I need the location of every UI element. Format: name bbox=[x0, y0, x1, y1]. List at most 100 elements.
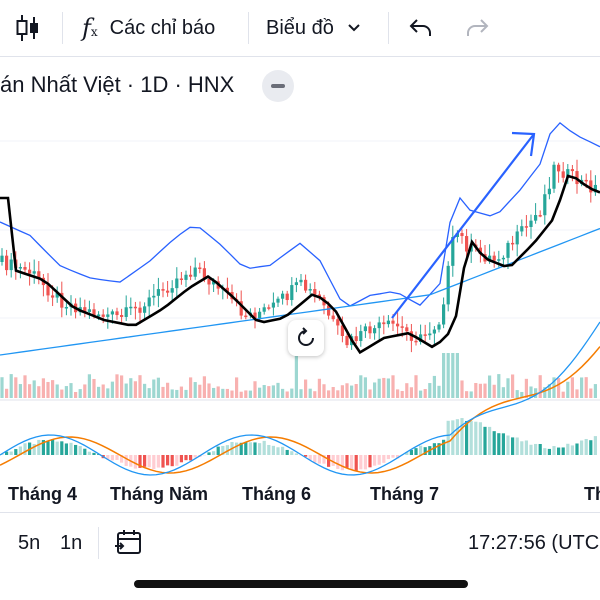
candle-body bbox=[492, 255, 496, 261]
volume-bar bbox=[469, 391, 473, 398]
chart-type-button[interactable]: Biểu đồ bbox=[266, 0, 362, 56]
macd-bar bbox=[506, 435, 510, 455]
calendar-goto-icon[interactable] bbox=[114, 513, 144, 573]
volume-bar bbox=[97, 386, 101, 398]
redo-icon[interactable] bbox=[464, 0, 490, 56]
macd-bar bbox=[37, 439, 41, 455]
home-indicator bbox=[134, 580, 468, 588]
undo-icon[interactable] bbox=[408, 0, 434, 56]
volume-bar bbox=[391, 375, 395, 398]
volume-bar bbox=[432, 375, 436, 398]
price-chart[interactable] bbox=[0, 60, 600, 480]
macd-bar bbox=[336, 455, 340, 469]
macd-bar bbox=[524, 440, 528, 455]
candle-body bbox=[175, 278, 179, 289]
candle-body bbox=[428, 333, 432, 336]
macd-bar bbox=[248, 442, 252, 455]
bollinger-line bbox=[0, 121, 600, 307]
macd-bar bbox=[391, 455, 395, 458]
volume-bar bbox=[133, 381, 137, 398]
candle-body bbox=[308, 289, 312, 291]
macd-bar bbox=[340, 455, 344, 471]
volume-bar bbox=[363, 377, 367, 398]
candle-body bbox=[18, 267, 22, 269]
macd-bar bbox=[547, 448, 551, 455]
volume-bar bbox=[478, 383, 482, 398]
candle-body bbox=[589, 180, 593, 193]
volume-bar bbox=[428, 383, 432, 398]
symbol-legend[interactable]: án Nhất Việt · 1D · HNX bbox=[0, 72, 235, 97]
macd-bar bbox=[465, 420, 469, 455]
volume-bar bbox=[23, 375, 27, 398]
candlestick-icon[interactable] bbox=[14, 0, 42, 56]
volume-bar bbox=[193, 382, 197, 398]
candle-body bbox=[262, 307, 266, 312]
macd-bar bbox=[267, 444, 271, 455]
volume-bar bbox=[18, 384, 22, 398]
candle-body bbox=[225, 287, 229, 293]
volume-bar bbox=[248, 390, 252, 398]
candle-body bbox=[543, 194, 547, 216]
volume-bar bbox=[400, 390, 404, 398]
volume-bar bbox=[179, 386, 183, 398]
volume-bar bbox=[336, 390, 340, 398]
candle-body bbox=[538, 215, 542, 217]
candle-body bbox=[5, 255, 9, 271]
macd-bar bbox=[147, 455, 151, 468]
macd-bar bbox=[87, 451, 91, 455]
indicators-button[interactable]: fx Các chỉ báo bbox=[82, 0, 215, 56]
reset-icon bbox=[298, 327, 314, 346]
macd-bar bbox=[285, 449, 289, 455]
volume-bar bbox=[83, 384, 87, 398]
volume-bar bbox=[285, 391, 289, 398]
volume-bar bbox=[359, 375, 363, 398]
volume-bar bbox=[313, 391, 317, 398]
macd-bar bbox=[46, 441, 50, 455]
candle-body bbox=[202, 268, 206, 279]
candle-body bbox=[451, 236, 455, 266]
macd-bar bbox=[501, 433, 505, 455]
volume-bar bbox=[570, 377, 574, 398]
macd-bar bbox=[308, 455, 312, 461]
volume-bar bbox=[322, 384, 326, 398]
volume-bar bbox=[501, 387, 505, 398]
volume-bar bbox=[547, 384, 551, 398]
candle-body bbox=[354, 336, 358, 341]
volume-bar bbox=[409, 387, 413, 398]
volume-bar bbox=[138, 375, 142, 398]
candle-body bbox=[382, 322, 386, 325]
macd-bar bbox=[557, 447, 561, 455]
candle-body bbox=[313, 289, 317, 295]
macd-bar bbox=[460, 418, 464, 455]
volume-bar bbox=[543, 387, 547, 398]
volume-bar bbox=[396, 389, 400, 398]
range-5y-button[interactable]: 5n bbox=[18, 531, 41, 554]
macd-bar bbox=[478, 422, 482, 455]
macd-bar bbox=[538, 444, 542, 455]
candle-body bbox=[336, 319, 340, 326]
macd-bar bbox=[64, 443, 68, 455]
xaxis-label: Tháng 4 bbox=[8, 484, 78, 504]
minus-icon[interactable] bbox=[262, 70, 294, 102]
candle-body bbox=[133, 306, 137, 309]
volume-bar bbox=[580, 377, 584, 398]
toolbar-divider bbox=[248, 12, 249, 44]
candle-body bbox=[285, 293, 289, 301]
volume-bar bbox=[515, 390, 519, 398]
volume-bar bbox=[184, 389, 188, 398]
volume-bar bbox=[244, 390, 248, 398]
macd-bar bbox=[235, 442, 239, 455]
macd-bar bbox=[515, 437, 519, 455]
macd-bar bbox=[584, 438, 588, 455]
candle-body bbox=[488, 255, 492, 262]
volume-bar bbox=[124, 383, 128, 398]
candle-body bbox=[115, 311, 119, 316]
candle-body bbox=[561, 171, 565, 178]
candle-body bbox=[267, 307, 271, 309]
macd-bar bbox=[74, 444, 78, 455]
reset-button[interactable] bbox=[288, 320, 324, 356]
macd-bar bbox=[14, 449, 18, 455]
range-1y-button[interactable]: 1n bbox=[60, 531, 83, 554]
candle-body bbox=[23, 267, 27, 270]
macd-signal-line bbox=[0, 346, 600, 474]
